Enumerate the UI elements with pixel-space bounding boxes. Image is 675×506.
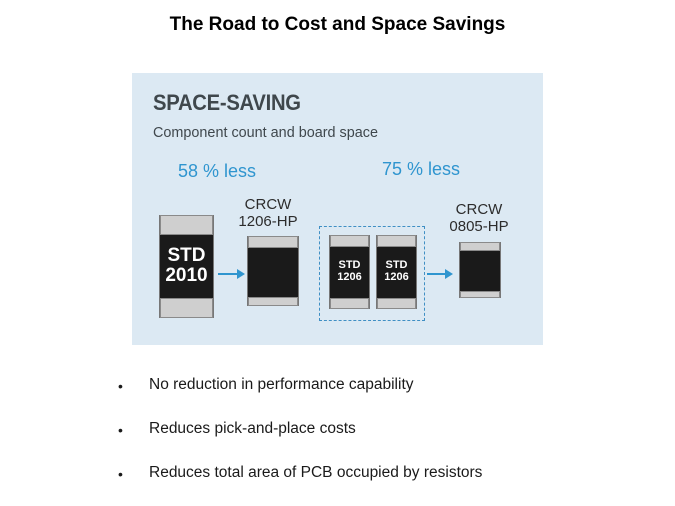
crcw-1206-hp-label: CRCW 1206-HP <box>238 196 298 230</box>
label-line: CRCW <box>455 201 503 218</box>
std-1206-chip: STD 1206 <box>376 235 417 309</box>
chip-terminal <box>377 298 416 309</box>
chip-terminal <box>460 242 500 251</box>
std-1206-chip-text: STD 1206 <box>330 259 369 283</box>
slide-title: The Road to Cost and Space Savings <box>169 14 506 35</box>
bullet-text: Reduces total area of PCB occupied by re… <box>149 464 483 481</box>
chip-terminal <box>160 215 213 235</box>
chip-terminal <box>330 298 369 309</box>
chip-text-line: 2010 <box>165 265 208 286</box>
arrow-icon <box>427 269 453 279</box>
space-saving-diagram: SPACE-SAVING Component count and board s… <box>132 73 543 345</box>
crcw-0805-hp-label: CRCW 0805-HP <box>444 201 514 235</box>
reduction-58-label: 58 % less <box>178 161 257 181</box>
std-2010-chip: STD 2010 <box>159 215 214 318</box>
crcw-0805-hp-chip <box>459 242 501 298</box>
bullet-text: No reduction in performance capability <box>149 376 414 393</box>
chip-terminal <box>460 291 500 298</box>
bullet-dot-icon: • <box>118 466 123 482</box>
bullet-dot-icon: • <box>118 378 123 394</box>
std-1206-chip: STD 1206 <box>329 235 370 309</box>
chip-text-line: 1206 <box>337 271 362 283</box>
reduction-75-label: 75 % less <box>382 159 461 179</box>
label-line: CRCW <box>244 196 292 213</box>
chip-text-line: STD <box>167 245 206 266</box>
chip-terminal <box>330 235 369 247</box>
chip-terminal <box>248 236 298 248</box>
std-1206-chip-text: STD 1206 <box>377 259 416 283</box>
arrow-icon <box>218 269 245 279</box>
chip-text-line: STD <box>338 259 361 271</box>
bullet-text: Reduces pick-and-place costs <box>149 420 356 437</box>
std-1206-pair-group <box>319 226 425 321</box>
chip-text-line: STD <box>385 259 408 271</box>
label-line: 1206-HP <box>238 213 298 230</box>
chip-text-line: 1206 <box>384 271 409 283</box>
chip-terminal <box>377 235 416 247</box>
chip-terminal <box>248 297 298 306</box>
label-line: 0805-HP <box>449 218 509 235</box>
bullet-dot-icon: • <box>118 422 123 438</box>
std-2010-chip-text: STD 2010 <box>160 246 213 286</box>
diagram-heading: SPACE-SAVING <box>153 90 301 115</box>
crcw-1206-hp-chip <box>247 236 299 306</box>
chip-terminal <box>160 298 213 318</box>
diagram-subheading: Component count and board space <box>153 124 378 141</box>
